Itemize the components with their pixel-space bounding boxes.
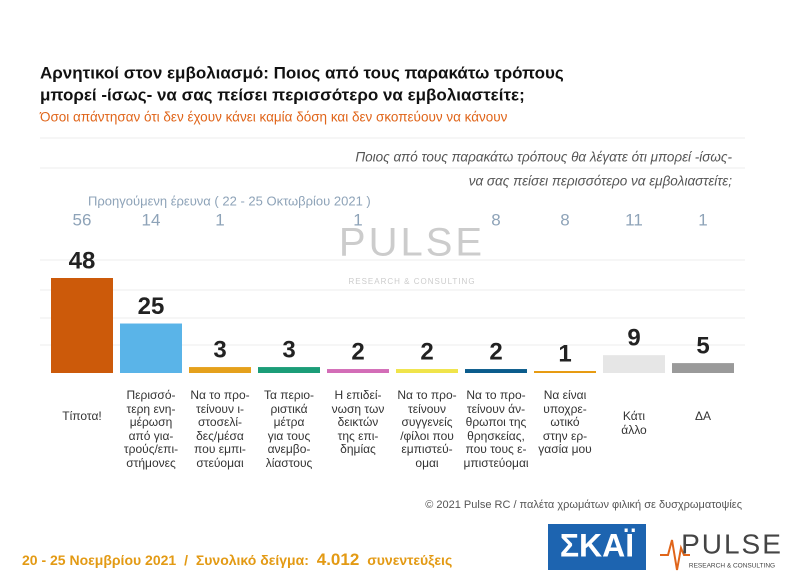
bar (189, 367, 251, 373)
previous-value: 11 (625, 210, 643, 229)
footer-sep: / (184, 552, 188, 568)
bar (327, 369, 389, 373)
previous-value: 1 (353, 210, 362, 229)
value-label: 5 (696, 332, 709, 359)
title: μπορεί -ίσως- να σας πείσει περισσότερο … (40, 85, 525, 104)
category-label: Να το προ- τείνουν συγγενείς /φίλοι που … (397, 388, 457, 470)
bar (258, 367, 320, 373)
subtitle: Όσοι απάντησαν ότι δεν έχουν κάνει καμία… (39, 110, 508, 125)
skai-logo (548, 524, 646, 570)
previous-value: 1 (698, 210, 707, 229)
bar (672, 363, 734, 373)
title: Αρνητικοί στον εμβολιασμό: Ποιος από του… (40, 63, 564, 82)
footer-interviews: συνεντεύξεις (367, 552, 452, 568)
skai-logo-text: ΣΚΑΪ (560, 527, 635, 563)
value-label: 2 (351, 338, 364, 365)
footer-date: 20 - 25 Νοεμβρίου 2021 (22, 552, 176, 568)
pulse-logo-wave (660, 539, 690, 571)
category-label: Να είναι υποχρε- ωτικό στην ερ- γασία μο… (538, 388, 592, 457)
value-label: 1 (558, 340, 571, 367)
value-label: 2 (489, 338, 502, 365)
value-label: 48 (69, 247, 96, 274)
bar (603, 355, 665, 373)
value-label: 25 (138, 293, 165, 320)
category-label: ΔΑ (694, 409, 712, 423)
category-label: Να το προ- τείνουν άν- θρωποι της θρησκε… (463, 388, 529, 470)
value-label: 3 (213, 336, 226, 363)
previous-value: 8 (491, 210, 500, 229)
value-label: 2 (420, 338, 433, 365)
bar (534, 371, 596, 373)
annotation: Ποιος από τους παρακάτω τρόπους θα λέγατ… (355, 150, 732, 165)
previous-value: 8 (560, 210, 569, 229)
bar (465, 369, 527, 373)
watermark: PULSE (339, 221, 485, 265)
previous-value: 1 (215, 210, 224, 229)
value-label: 9 (627, 325, 640, 352)
bar (120, 323, 182, 373)
footer: 20 - 25 Νοεμβρίου 2021 / Συνολικό δείγμα… (22, 550, 452, 569)
previous-value: 56 (73, 210, 92, 229)
previous-value: 14 (142, 210, 161, 229)
category-label: Περισσό- τερη ενη- μέρωση από για- τρούς… (123, 388, 179, 470)
copyright: © 2021 Pulse RC / παλέτα χρωμάτων φιλική… (425, 499, 742, 511)
previous-label: Προηγούμενη έρευνα ( 22 - 25 Οκτωβρίου 2… (88, 193, 371, 208)
annotation: να σας πείσει περισσότερο να εμβολιαστεί… (469, 174, 733, 189)
bar (51, 278, 113, 373)
watermark: RESEARCH & CONSULTING (348, 277, 475, 286)
footer-number: 4.012 (317, 550, 360, 569)
pulse-logo: PULSE (681, 528, 783, 559)
pulse-logo-sub: RESEARCH & CONSULTING (689, 563, 775, 570)
footer-sample: Συνολικό δείγμα: (196, 552, 309, 568)
category-label: Η επιδεί- νωση των δεικτών της επι- δημί… (331, 388, 385, 457)
category-label: Τίποτα! (62, 409, 102, 423)
category-label: Κάτι άλλο (621, 409, 647, 437)
bar (396, 369, 458, 373)
category-label: Τα περιο- ριστικά μέτρα για τους ανεμβο-… (263, 388, 315, 470)
category-label: Να το προ- τείνουν ι- στοσελί- δες/μέσα … (190, 388, 250, 470)
value-label: 3 (282, 336, 295, 363)
